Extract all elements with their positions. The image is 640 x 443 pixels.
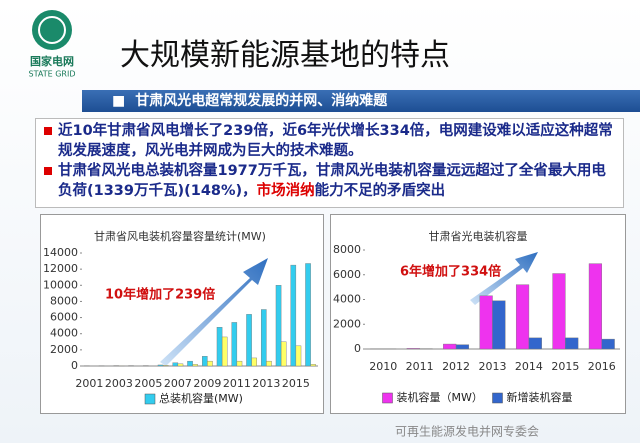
y-tick-label: 2000: [333, 317, 361, 330]
legend-swatch: [492, 392, 503, 404]
bar: [216, 327, 223, 367]
y-tick-label: 10000: [43, 278, 78, 291]
legend-swatch: [144, 393, 156, 405]
bar: [280, 341, 287, 367]
bar: [207, 360, 213, 367]
legend-label: 总装机容量(MW): [159, 391, 243, 405]
y-tick-label: 8000: [50, 294, 78, 307]
bar: [406, 348, 420, 350]
legend-swatch: [382, 392, 393, 404]
section-title: 甘肃风光电超常规发展的并网、消纳难题: [135, 93, 388, 109]
chart-title: 甘肃省光电装机容量: [429, 229, 528, 243]
y-tick-label: 6000: [333, 268, 361, 281]
x-tick-label: 2015: [551, 360, 579, 373]
bar: [162, 365, 169, 367]
bar: [192, 364, 198, 367]
y-tick-label: 12000: [43, 262, 78, 275]
logo-ring: [38, 16, 66, 44]
bar: [310, 364, 316, 367]
annotation: 10年增加了239倍: [105, 287, 215, 303]
bar: [565, 337, 579, 350]
y-tick-label: 4000: [50, 327, 78, 340]
bullet-highlight: 市场消纳: [256, 183, 315, 199]
chart-box: [330, 214, 626, 414]
bar: [236, 360, 243, 367]
bar: [305, 263, 311, 367]
bar: [601, 338, 615, 350]
x-tick-label: 2015: [282, 377, 310, 390]
bar: [290, 264, 297, 367]
bar: [552, 273, 566, 350]
bullet-text: 近10年甘肃省风电增长了239倍，近6年光伏增长334倍，电网建设难以适应这种超…: [58, 123, 613, 159]
y-tick-label: 4000: [333, 293, 361, 306]
bar: [588, 263, 602, 350]
bar: [266, 360, 272, 367]
y-tick-label: 14000: [43, 246, 78, 259]
x-tick-label: 2016: [588, 360, 616, 373]
bar: [177, 363, 184, 367]
logo-globe: [32, 10, 72, 50]
legend-label: 装机容量（MW）: [397, 390, 483, 404]
x-tick-label: 2011: [406, 360, 434, 373]
watermark: 可再生能源发电并网专委会: [395, 424, 539, 439]
logo-name: 国家电网: [30, 54, 74, 68]
slide-title: 大规模新能源基地的特点: [120, 38, 450, 73]
x-tick-label: 2005: [134, 377, 162, 390]
y-tick-label: 0: [354, 342, 361, 355]
x-tick-label: 2013: [479, 360, 507, 373]
x-tick-label: 2001: [75, 377, 103, 390]
bullet: 近10年甘肃省风电增长了239倍，近6年光伏增长334倍，电网建设难以适应这种超…: [42, 121, 617, 161]
bar: [275, 285, 282, 367]
bar: [221, 336, 228, 367]
x-tick-label: 2012: [442, 360, 470, 373]
chart-title: 甘肃省风电装机容量容量统计(MW): [94, 229, 266, 243]
bar: [443, 343, 457, 350]
annotation: 6年增加了334倍: [400, 264, 501, 280]
bar: [492, 300, 506, 350]
logo: 国家电网 STATE GRID: [29, 10, 76, 79]
x-tick-label: 2009: [193, 377, 221, 390]
bar: [231, 322, 238, 367]
x-tick-label: 2014: [515, 360, 543, 373]
y-tick-label: 2000: [50, 343, 78, 356]
x-tick-label: 2011: [223, 377, 251, 390]
y-tick-label: 6000: [50, 311, 78, 324]
bar: [261, 309, 267, 367]
bar: [295, 345, 302, 367]
bar: [172, 362, 179, 367]
bar: [202, 356, 208, 367]
x-tick-label: 2003: [105, 377, 133, 390]
bar: [251, 357, 257, 367]
bar: [157, 364, 164, 367]
x-tick-label: 2010: [369, 360, 397, 373]
x-tick-label: 2013: [252, 377, 280, 390]
bullet-text: 甘肃省风光电总装机容量1977万千瓦，甘肃风光电装机容量远远超过了全省最大用电负…: [58, 163, 606, 199]
bar: [246, 314, 252, 367]
bar: [455, 344, 470, 350]
y-tick-label: 8000: [333, 243, 361, 256]
bullet-text: 能力不足的矛盾突出: [314, 183, 446, 199]
bar: [479, 295, 493, 350]
bar: [515, 284, 530, 350]
bar: [187, 360, 193, 367]
y-tick-label: 0: [71, 359, 78, 372]
bullet-box: 近10年甘肃省风电增长了239倍，近6年光伏增长334倍，电网建设难以适应这种超…: [35, 118, 624, 208]
trend-arrow: [470, 252, 538, 305]
bullet: 甘肃省风光电总装机容量1977万千瓦，甘肃风光电装机容量远远超过了全省最大用电负…: [42, 161, 617, 201]
bar: [528, 337, 542, 350]
logo-name-en: STATE GRID: [29, 70, 76, 79]
x-tick-label: 2007: [164, 377, 192, 390]
legend-label: 新增装机容量: [507, 390, 573, 404]
trend-arrow: [160, 258, 268, 366]
section-bar: ■ 甘肃风光电超常规发展的并网、消纳难题: [82, 90, 640, 112]
